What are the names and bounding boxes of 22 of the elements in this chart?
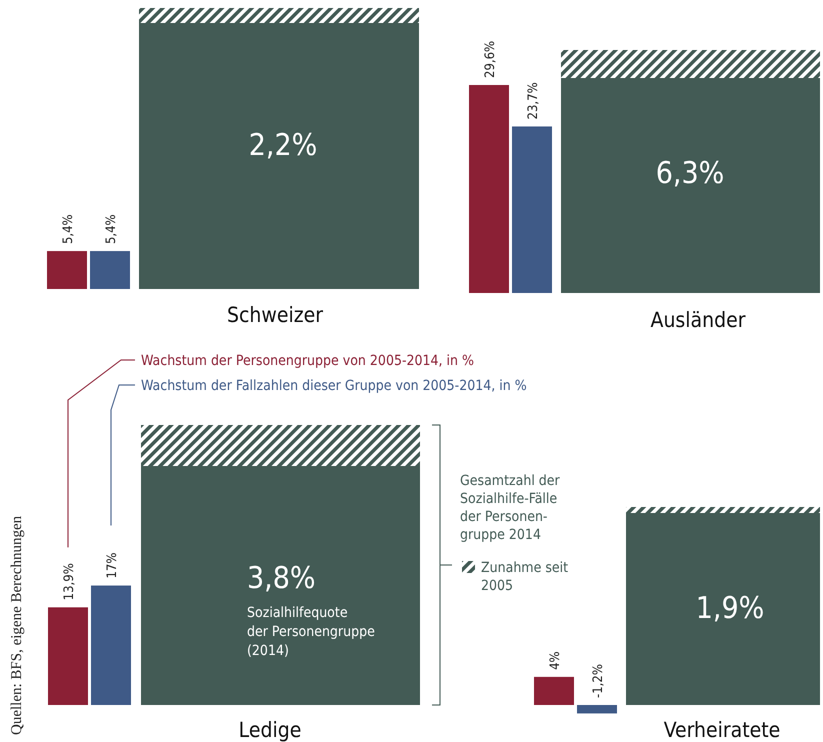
- text: Gesamtzahl der Sozialhilfe-Fälle der Personen- gruppe 2014: [460, 473, 561, 543]
- data-label: 29,6%: [483, 40, 498, 78]
- source-note: Quellen: BFS, eigene Berechnungen: [9, 515, 25, 735]
- text: Wachstum der Personengruppe von 2005-2014, in %: [141, 353, 474, 369]
- text: 6,3%: [656, 156, 724, 191]
- x-axis-title: Schweizer: [227, 303, 324, 327]
- text: 2,2%: [248, 128, 318, 163]
- text: 1,9%: [696, 591, 764, 626]
- x-axis-title: Ledige: [238, 718, 302, 742]
- data-label: 4%: [548, 651, 563, 670]
- data-label: 17%: [105, 552, 120, 579]
- data-label: 13,9%: [62, 563, 77, 600]
- data-label: 5,4%: [61, 214, 76, 244]
- x-axis-title: Ausländer: [650, 308, 746, 332]
- data-label: 5,4%: [104, 214, 119, 244]
- text: Zunahme seit 2005: [481, 560, 568, 594]
- text: 3,8%: [247, 561, 316, 596]
- text: Wachstum der Fallzahlen dieser Gruppe von 2005-2014, in %: [141, 378, 527, 394]
- data-label: 23,7%: [526, 82, 541, 120]
- x-axis-title: Verheiratete: [664, 718, 780, 742]
- text: Sozialhilfequote der Personengruppe (2014): [247, 605, 376, 659]
- data-label: -1,2%: [591, 664, 606, 698]
